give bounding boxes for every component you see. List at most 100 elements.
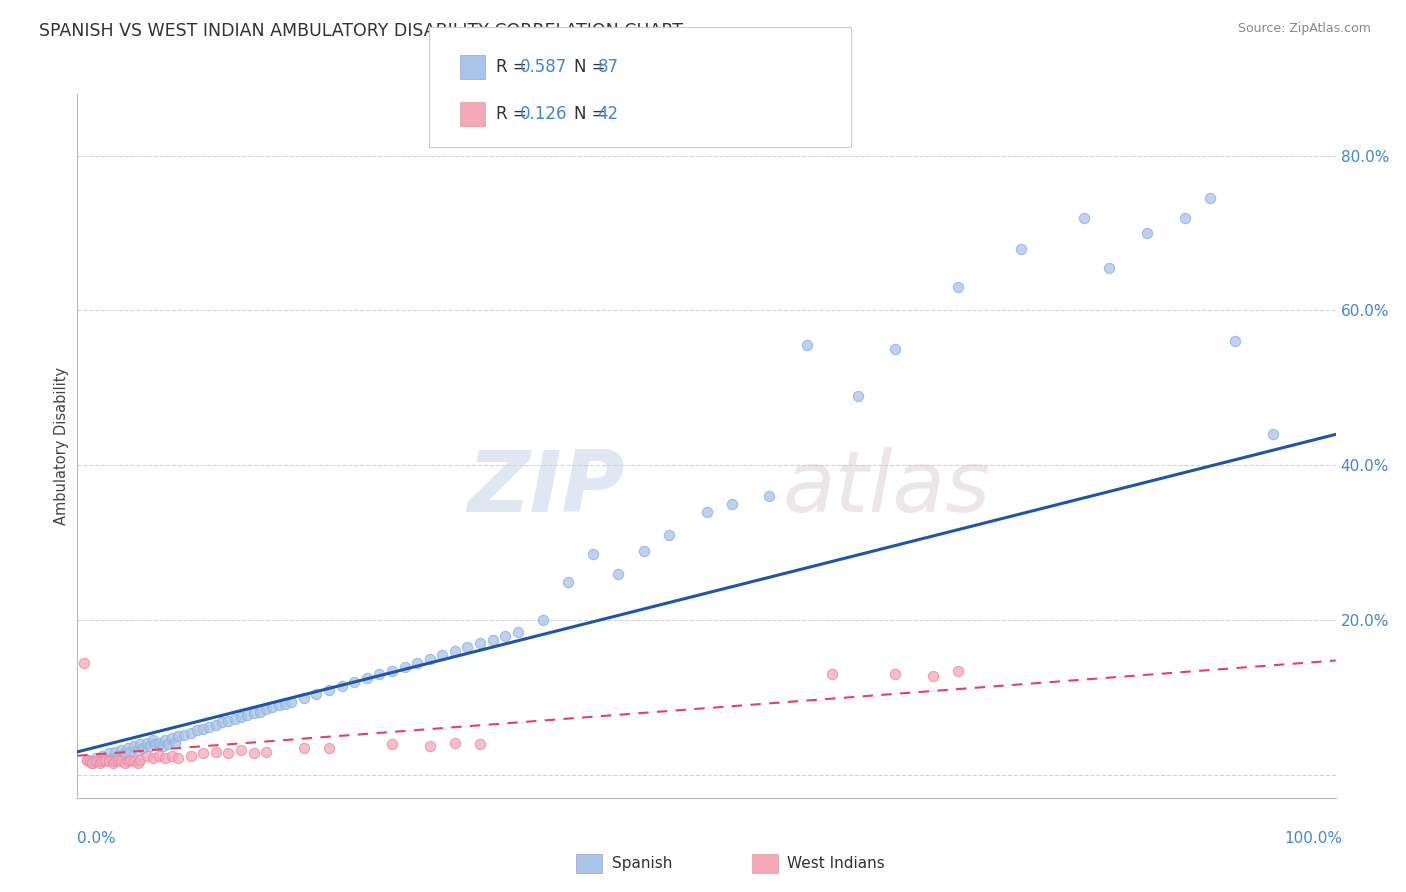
Point <box>135 748 157 763</box>
Point <box>180 725 202 739</box>
Point <box>101 751 124 765</box>
Point <box>155 751 177 765</box>
Point <box>557 574 579 589</box>
Point <box>173 728 195 742</box>
Point <box>292 741 315 756</box>
Point <box>198 720 221 734</box>
Point <box>94 753 117 767</box>
Point <box>468 737 491 751</box>
Point <box>1098 260 1121 275</box>
Text: Source: ZipAtlas.com: Source: ZipAtlas.com <box>1237 22 1371 36</box>
Point <box>224 712 246 726</box>
Point <box>1223 334 1246 349</box>
Point <box>720 497 742 511</box>
Point <box>160 731 183 745</box>
Point <box>155 733 177 747</box>
Point <box>120 745 142 759</box>
Point <box>79 754 101 768</box>
Point <box>948 664 970 678</box>
Point <box>305 687 328 701</box>
Point <box>107 748 129 763</box>
Point <box>97 754 120 768</box>
Text: N =: N = <box>574 105 610 123</box>
Point <box>582 548 605 562</box>
Point <box>948 280 970 294</box>
Point <box>394 659 416 673</box>
Point <box>217 747 239 761</box>
Point <box>381 737 404 751</box>
Point <box>101 756 124 771</box>
Point <box>72 656 94 670</box>
Point <box>229 743 252 757</box>
Text: SPANISH VS WEST INDIAN AMBULATORY DISABILITY CORRELATION CHART: SPANISH VS WEST INDIAN AMBULATORY DISABI… <box>39 22 683 40</box>
Point <box>330 679 353 693</box>
Point <box>94 753 117 767</box>
Text: 0.126: 0.126 <box>520 105 568 123</box>
Point <box>242 747 264 761</box>
Point <box>658 528 681 542</box>
Text: 87: 87 <box>598 58 619 76</box>
Point <box>129 753 152 767</box>
Point <box>110 743 132 757</box>
Point <box>165 735 187 749</box>
Point <box>135 735 157 749</box>
Point <box>110 754 132 768</box>
Point <box>91 748 114 763</box>
Point <box>1198 191 1220 205</box>
Point <box>419 652 441 666</box>
Point <box>129 737 152 751</box>
Point <box>242 706 264 721</box>
Point <box>204 745 226 759</box>
Point <box>236 707 259 722</box>
Point <box>167 751 190 765</box>
Point <box>318 682 340 697</box>
Point <box>148 735 170 749</box>
Text: 42: 42 <box>598 105 619 123</box>
Point <box>82 756 104 771</box>
Point <box>114 747 136 761</box>
Point <box>142 751 165 765</box>
Point <box>1174 211 1197 225</box>
Point <box>122 754 145 768</box>
Point <box>381 664 404 678</box>
Point <box>160 748 183 763</box>
Point <box>531 613 554 627</box>
Point <box>104 754 127 768</box>
Point <box>132 741 155 756</box>
Text: West Indians: West Indians <box>787 856 886 871</box>
Point <box>117 754 139 768</box>
Point <box>211 715 233 730</box>
Point <box>432 648 454 662</box>
Point <box>120 753 142 767</box>
Text: 100.0%: 100.0% <box>1285 831 1343 846</box>
Point <box>468 636 491 650</box>
Point <box>76 753 98 767</box>
Point <box>419 739 441 753</box>
Point <box>249 705 271 719</box>
Point <box>156 737 179 751</box>
Point <box>143 737 166 751</box>
Point <box>76 753 98 767</box>
Point <box>84 754 107 768</box>
Point <box>89 756 111 771</box>
Point <box>107 753 129 767</box>
Point <box>368 667 391 681</box>
Point <box>142 733 165 747</box>
Point <box>122 739 145 753</box>
Point <box>127 756 149 771</box>
Point <box>267 698 290 713</box>
Point <box>444 735 467 749</box>
Point <box>84 751 107 765</box>
Point <box>274 697 297 711</box>
Point <box>167 730 190 744</box>
Point <box>846 389 869 403</box>
Point <box>821 667 844 681</box>
Point <box>254 702 277 716</box>
Point <box>217 714 239 728</box>
Point <box>456 640 478 655</box>
Point <box>91 754 114 768</box>
Point <box>406 656 429 670</box>
Point <box>481 632 503 647</box>
Point <box>82 756 104 771</box>
Point <box>204 718 226 732</box>
